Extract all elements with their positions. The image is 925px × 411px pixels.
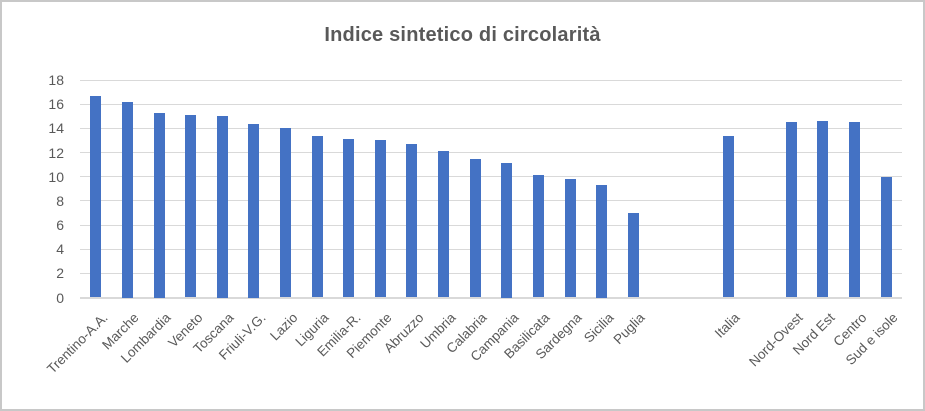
bar [280, 128, 291, 298]
y-axis-tick-label: 12 [48, 144, 64, 161]
y-axis-tick-label: 2 [56, 265, 64, 282]
bar [501, 163, 513, 298]
bar [849, 122, 861, 298]
y-axis-tick-label: 4 [56, 241, 64, 258]
bar [343, 139, 355, 298]
bar [564, 179, 576, 298]
bar [785, 122, 797, 298]
gridline [80, 103, 902, 105]
chart-title: Indice sintetico di circolarità [324, 24, 601, 46]
y-axis-tick-label: 10 [48, 168, 64, 185]
bar [90, 95, 102, 298]
bar [880, 176, 892, 298]
y-axis-tick-label: 16 [48, 96, 64, 113]
gridline [80, 248, 902, 250]
x-axis-line [80, 296, 902, 299]
gridline [80, 176, 902, 178]
gridline [80, 79, 902, 81]
y-axis-tick-label: 8 [56, 192, 64, 209]
bar [153, 112, 165, 298]
gridline [80, 224, 902, 226]
bar [406, 144, 418, 298]
bar [817, 121, 829, 298]
bar [469, 158, 481, 298]
y-axis-tick-label: 0 [56, 289, 64, 306]
gridline [80, 127, 902, 129]
bar [185, 115, 197, 298]
bar [311, 135, 323, 298]
y-axis-tick-label: 6 [56, 217, 64, 233]
bar [438, 151, 450, 298]
bar [532, 175, 544, 298]
bar [121, 101, 133, 298]
gridline [80, 272, 902, 274]
bar [596, 185, 608, 298]
bar [722, 135, 734, 298]
bar [216, 116, 228, 298]
gridline [80, 200, 902, 202]
bar [627, 212, 639, 298]
bar [374, 140, 386, 298]
gridline [80, 152, 902, 153]
bar [248, 123, 260, 298]
y-axis-tick-label: 14 [48, 120, 64, 137]
y-axis-tick-label: 18 [48, 72, 64, 88]
